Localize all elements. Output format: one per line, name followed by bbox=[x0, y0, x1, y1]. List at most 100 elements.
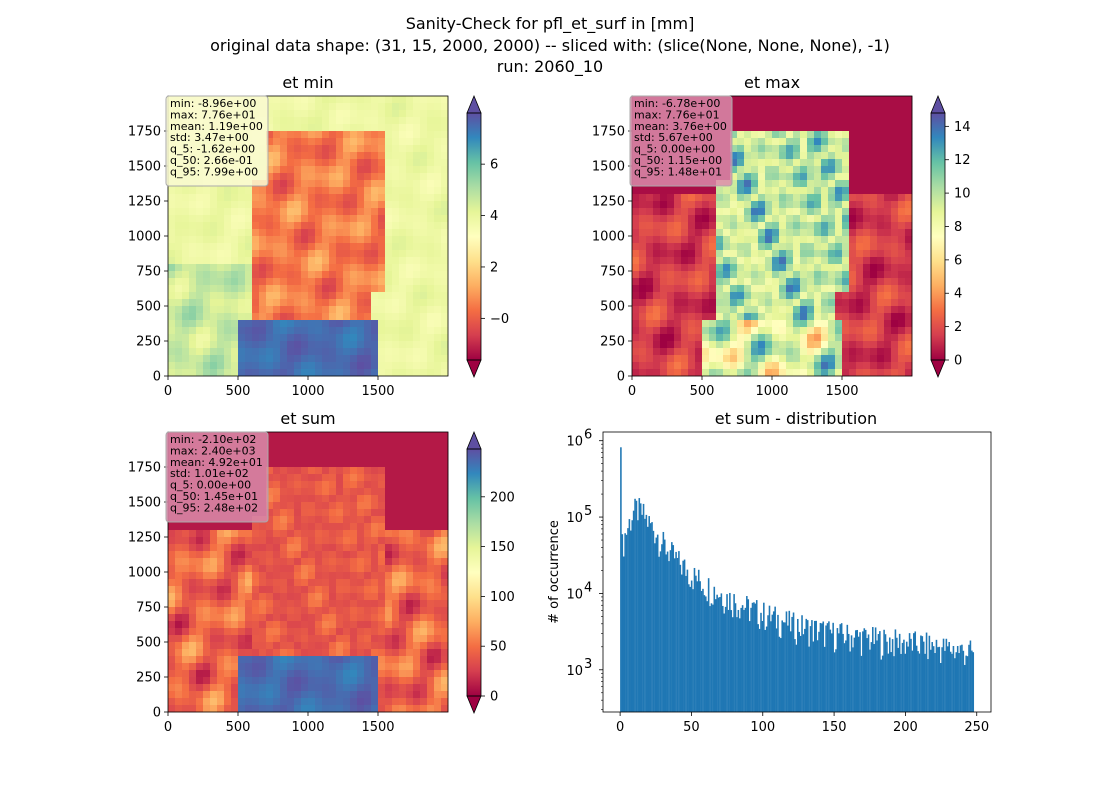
heatmap-cell bbox=[842, 215, 850, 223]
heatmap-cell bbox=[723, 278, 731, 286]
heatmap-cell bbox=[378, 159, 386, 167]
heatmap-cell bbox=[646, 355, 654, 363]
heatmap-cell bbox=[378, 481, 386, 489]
heatmap-cell bbox=[385, 558, 393, 566]
heatmap-cell bbox=[814, 117, 822, 125]
heatmap-cell bbox=[378, 439, 386, 447]
heatmap-cell bbox=[821, 117, 829, 125]
heatmap-cell bbox=[231, 523, 239, 531]
heatmap-cell bbox=[280, 670, 288, 678]
heatmap-cell bbox=[357, 453, 365, 461]
heatmap-cell bbox=[849, 145, 857, 153]
heatmap-cell bbox=[336, 187, 344, 195]
heatmap-cell bbox=[793, 138, 801, 146]
heatmap-cell bbox=[350, 166, 358, 174]
heatmap-cell bbox=[217, 558, 225, 566]
heatmap-cell bbox=[259, 194, 267, 202]
heatmap-cell bbox=[898, 138, 906, 146]
heatmap-cell bbox=[210, 187, 218, 195]
heatmap-cell bbox=[399, 166, 407, 174]
heatmap-cell bbox=[758, 348, 766, 356]
heatmap-cell bbox=[189, 257, 197, 265]
heatmap-cell bbox=[744, 166, 752, 174]
heatmap-cell bbox=[399, 222, 407, 230]
heatmap-cell bbox=[231, 537, 239, 545]
heatmap-cell bbox=[413, 306, 421, 314]
heatmap-cell bbox=[863, 278, 871, 286]
heatmap-cell bbox=[737, 236, 745, 244]
heatmap-cell bbox=[259, 278, 267, 286]
heatmap-cell bbox=[189, 215, 197, 223]
heatmap-cell bbox=[877, 103, 885, 111]
heatmap-cell bbox=[238, 208, 246, 216]
heatmap-cell bbox=[315, 453, 323, 461]
heatmap-cell bbox=[168, 684, 176, 692]
heatmap-cell bbox=[294, 460, 302, 468]
heatmap-cell bbox=[667, 313, 675, 321]
heatmap-cell bbox=[814, 229, 822, 237]
heatmap-cell bbox=[744, 285, 752, 293]
heatmap-cell bbox=[308, 243, 316, 251]
heatmap-cell bbox=[301, 152, 309, 160]
heatmap-cell bbox=[308, 607, 316, 615]
heatmap-cell bbox=[392, 439, 400, 447]
heatmap-cell bbox=[898, 229, 906, 237]
heatmap-cell bbox=[287, 96, 295, 104]
heatmap-cell bbox=[343, 544, 351, 552]
heatmap-cell bbox=[287, 138, 295, 146]
heatmap-cell bbox=[863, 180, 871, 188]
heatmap-cell bbox=[245, 705, 253, 713]
heatmap-cell bbox=[427, 278, 435, 286]
heatmap-cell bbox=[441, 117, 449, 125]
heatmap-cell bbox=[350, 285, 358, 293]
heatmap-cell bbox=[779, 306, 787, 314]
heatmap-cell bbox=[413, 369, 421, 377]
heatmap-cell bbox=[315, 222, 323, 230]
heatmap-cell bbox=[434, 509, 442, 517]
heatmap-cell bbox=[828, 201, 836, 209]
heatmap-cell bbox=[744, 264, 752, 272]
heatmap-cell bbox=[280, 460, 288, 468]
heatmap-cell bbox=[702, 187, 710, 195]
heatmap-cell bbox=[280, 439, 288, 447]
heatmap-cell bbox=[392, 166, 400, 174]
heatmap-cell bbox=[357, 334, 365, 342]
heatmap-cell bbox=[744, 243, 752, 251]
heatmap-cell bbox=[660, 334, 668, 342]
heatmap-cell bbox=[765, 173, 773, 181]
y-tick-label: 1750 bbox=[128, 461, 161, 476]
heatmap-cell bbox=[322, 173, 330, 181]
heatmap-cell bbox=[632, 236, 640, 244]
heatmap-cell bbox=[828, 110, 836, 118]
heatmap-cell bbox=[905, 313, 913, 321]
heatmap-cell bbox=[695, 341, 703, 349]
heatmap-cell bbox=[322, 544, 330, 552]
heatmap-cell bbox=[287, 236, 295, 244]
heatmap-cell bbox=[357, 614, 365, 622]
heatmap-cell bbox=[420, 264, 428, 272]
heatmap-cell bbox=[266, 593, 274, 601]
heatmap-cell bbox=[898, 236, 906, 244]
heatmap-cell bbox=[378, 607, 386, 615]
heatmap-cell bbox=[660, 299, 668, 307]
heatmap-cell bbox=[427, 369, 435, 377]
heatmap-cell bbox=[877, 292, 885, 300]
heatmap-cell bbox=[385, 474, 393, 482]
heatmap-cell bbox=[898, 313, 906, 321]
heatmap-cell bbox=[378, 649, 386, 657]
heatmap-cell bbox=[737, 208, 745, 216]
heatmap-cell bbox=[835, 173, 843, 181]
heatmap-cell bbox=[364, 628, 372, 636]
heatmap-cell bbox=[392, 355, 400, 363]
heatmap-cell bbox=[392, 124, 400, 132]
heatmap-cell bbox=[224, 215, 232, 223]
heatmap-cell bbox=[294, 243, 302, 251]
heatmap-cell bbox=[765, 264, 773, 272]
heatmap-cell bbox=[196, 201, 204, 209]
heatmap-cell bbox=[406, 600, 414, 608]
heatmap-cell bbox=[406, 579, 414, 587]
heatmap-cell bbox=[322, 572, 330, 580]
heatmap-cell bbox=[245, 250, 253, 258]
heatmap-cell bbox=[856, 334, 864, 342]
heatmap-cell bbox=[779, 348, 787, 356]
